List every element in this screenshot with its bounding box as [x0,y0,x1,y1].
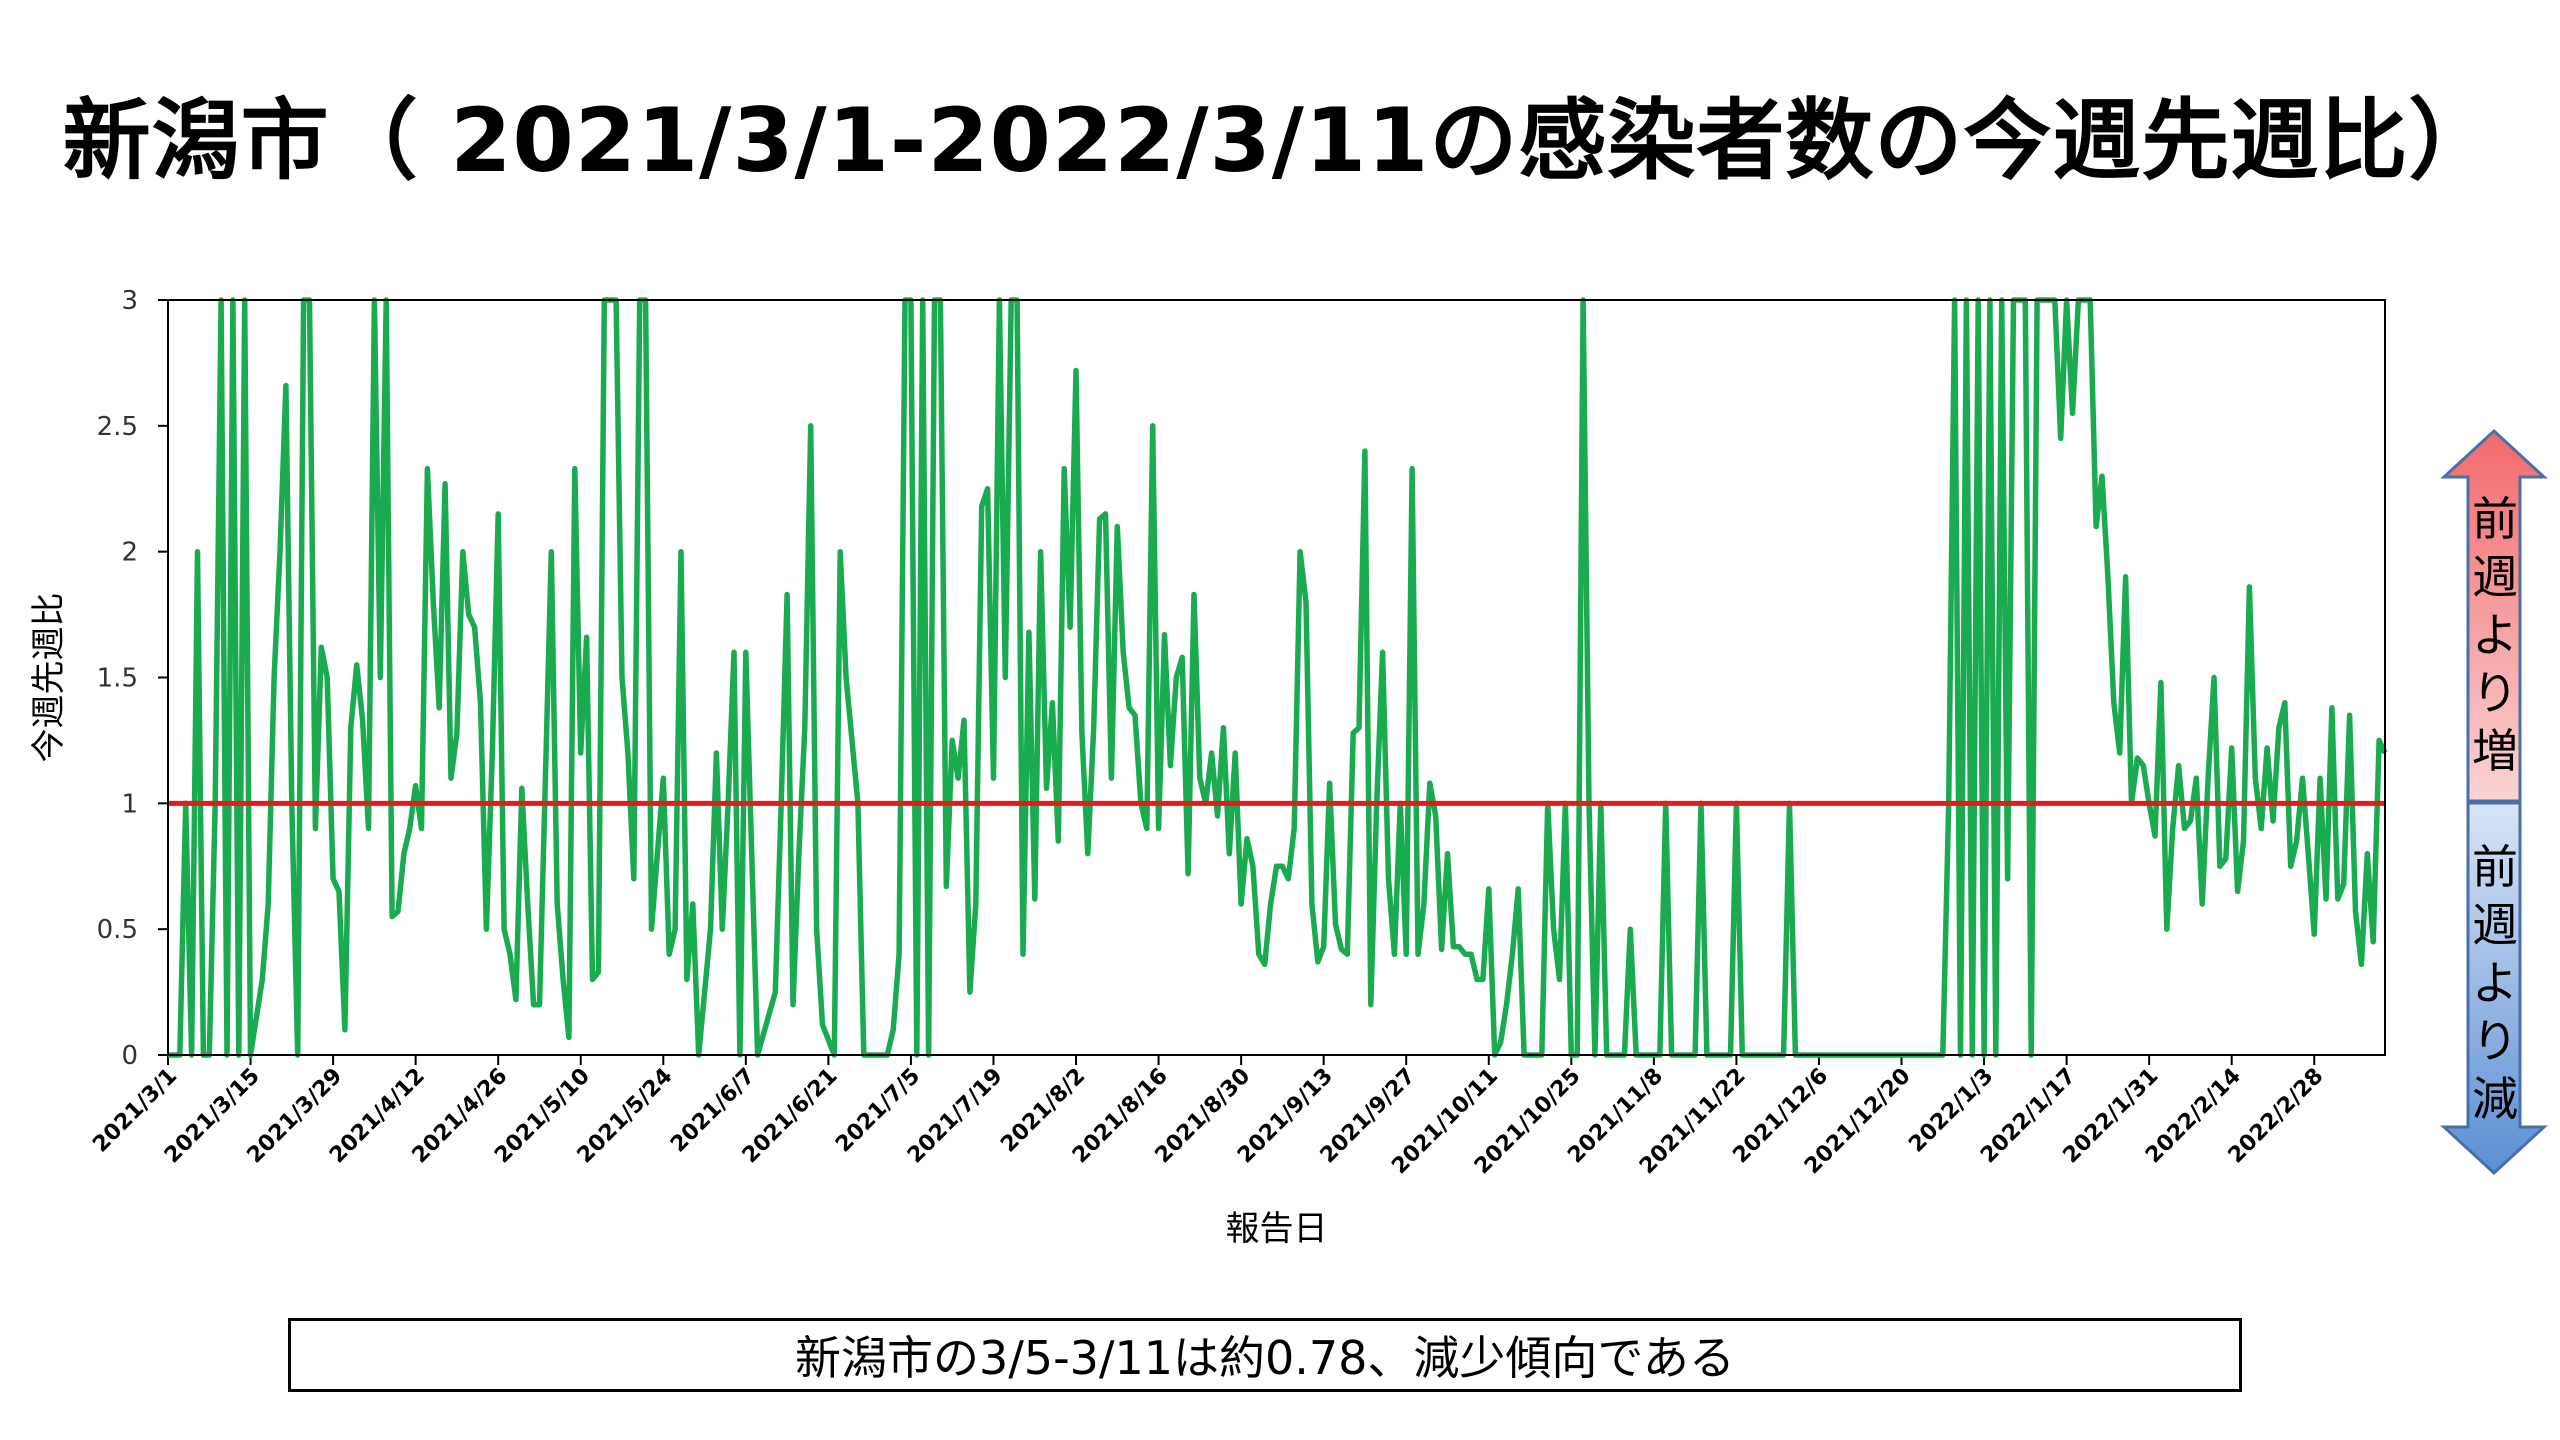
page-title: 新潟市（ 2021/3/1-2022/3/11の感染者数の今週先週比） [62,89,2498,192]
down-arrow-shape [2440,801,2548,1176]
y-axis-label: 今週先週比 [29,593,69,763]
y-axis-ticks: 0 0.5 1 1.5 2 2.5 3 [97,286,168,1071]
y-tick-label: 2 [121,538,138,568]
side-label-down: 前週より減 [2472,840,2518,1126]
y-tick-label: 0 [121,1041,138,1071]
x-axis-ticks: 2021/3/12021/3/152021/3/292021/4/122021/… [88,1055,2328,1179]
x-axis-label: 報告日 [1226,1209,1328,1249]
ratio-line-chart: 0 0.5 1 1.5 2 2.5 3 2021/3/12021/3/152021/3/29… [29,286,2388,1249]
y-tick-label: 2.5 [97,412,138,442]
summary-note: 新潟市の3/5-3/11は約0.78、減少傾向である [288,1318,2242,1392]
plot-frame [167,299,2386,1056]
increase-decrease-arrow-icon [2440,428,2548,1176]
y-tick-label: 3 [121,286,138,316]
y-tick-label: 1 [121,789,138,819]
y-tick-label: 1.5 [97,664,138,694]
y-tick-label: 0.5 [97,915,138,945]
side-label-up: 前週より増 [2472,492,2518,778]
up-arrow-shape [2440,428,2548,803]
series-line [168,297,2388,1058]
